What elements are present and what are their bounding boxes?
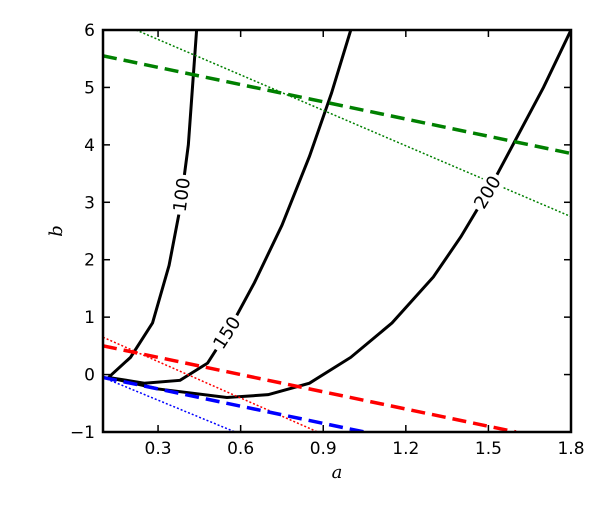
series-line	[135, 30, 571, 218]
contour-label-group: 200	[467, 169, 508, 216]
y-tick-label: 6	[84, 21, 95, 41]
y-tick-label: 0	[84, 366, 95, 386]
y-axis-label: b	[46, 225, 67, 237]
contour-label-bg	[168, 173, 196, 217]
series-line	[103, 375, 365, 432]
x-tick-label: 1.5	[475, 439, 502, 459]
y-tick-label: 3	[84, 193, 95, 213]
y-tick-label: 5	[84, 78, 95, 98]
x-tick-label: 1.8	[557, 439, 584, 459]
series-line	[108, 30, 571, 400]
contour-label-bg	[467, 169, 508, 216]
series-line	[107, 30, 199, 379]
x-tick-label: 0.3	[145, 439, 172, 459]
series-line	[108, 30, 353, 385]
contour-label-group: 150	[206, 310, 248, 356]
y-tick-label: −1	[70, 423, 95, 443]
x-tick-label: 1.2	[392, 439, 419, 459]
series-line	[103, 54, 571, 156]
plot-area	[103, 30, 571, 432]
plot-frame	[101, 28, 573, 434]
contour-label: 100	[170, 176, 195, 213]
series-line	[103, 336, 319, 432]
contour-label-group: 100	[168, 173, 196, 217]
y-tick-label: 2	[84, 251, 95, 271]
x-axis-label: a	[332, 462, 343, 483]
x-tick-label: 0.6	[227, 439, 254, 459]
series-line	[103, 344, 517, 432]
x-tick-label: 0.9	[310, 439, 337, 459]
series-line	[103, 376, 236, 432]
y-tick-label: 1	[84, 308, 95, 328]
contour-label-bg	[206, 310, 248, 356]
y-tick-label: 4	[84, 136, 95, 156]
